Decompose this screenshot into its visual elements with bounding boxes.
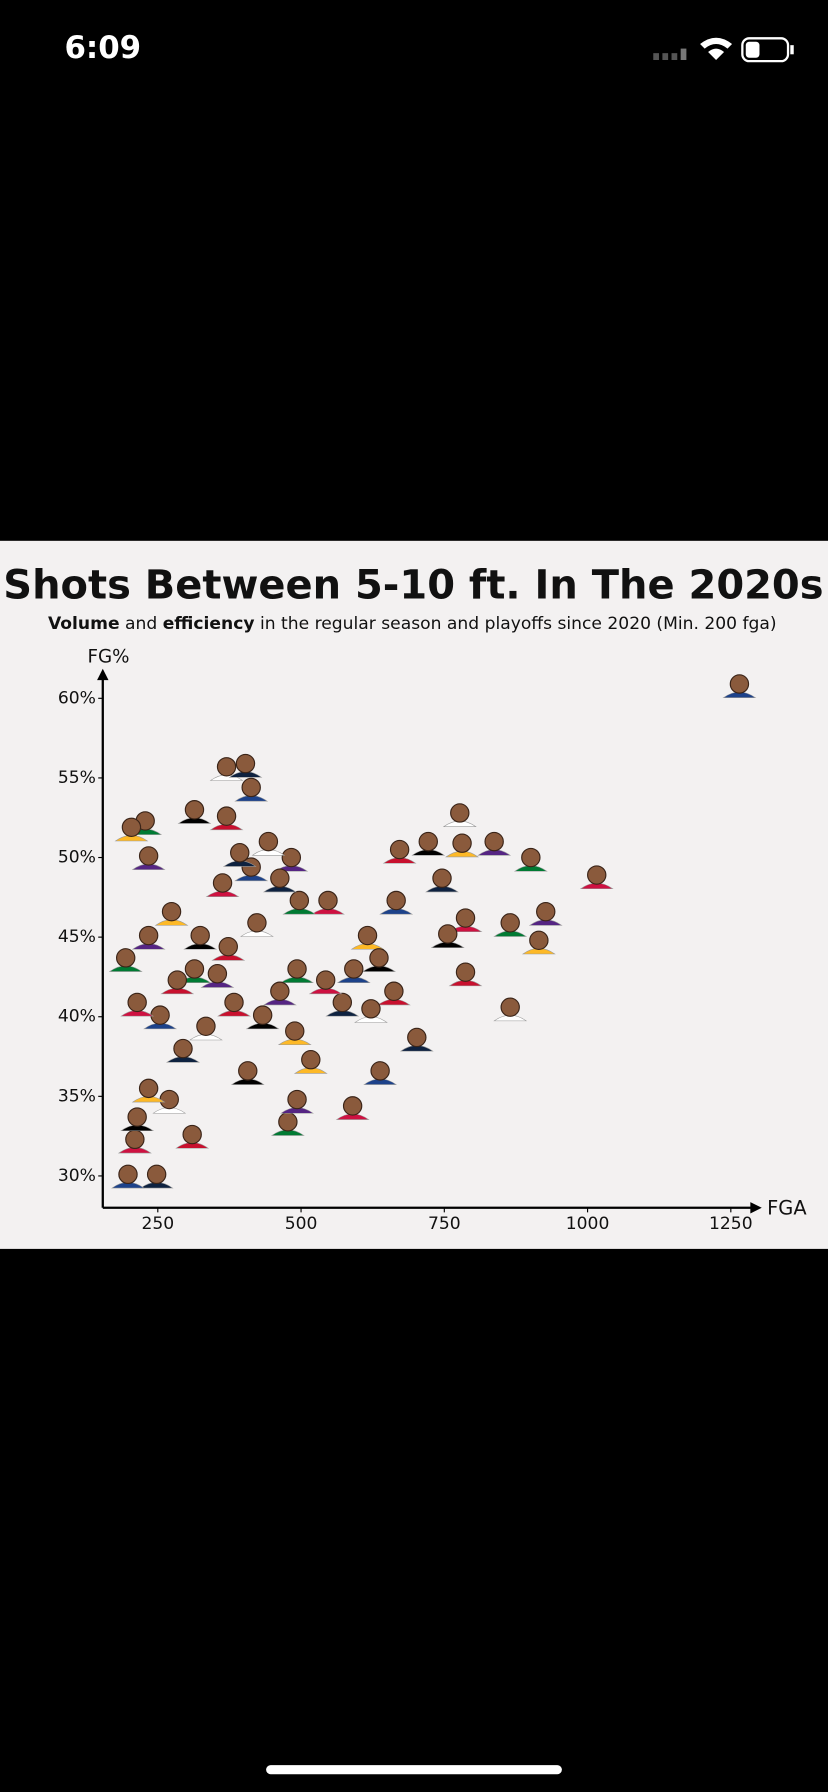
player-point bbox=[125, 1129, 145, 1150]
player-point bbox=[238, 1061, 258, 1081]
axes bbox=[97, 668, 762, 1214]
player-point bbox=[212, 873, 233, 893]
subtitle-part: in the regular season and playoffs since… bbox=[260, 614, 777, 634]
y-tick-label: 35% bbox=[58, 1086, 96, 1106]
player-point bbox=[287, 1089, 307, 1110]
player-point bbox=[287, 959, 307, 979]
player-point bbox=[357, 925, 378, 946]
player-point bbox=[127, 992, 147, 1013]
player-point bbox=[216, 757, 237, 777]
player-point bbox=[146, 1164, 167, 1185]
player-point bbox=[258, 831, 279, 852]
player-point bbox=[455, 962, 476, 982]
player-point bbox=[318, 890, 338, 911]
y-tick-label: 40% bbox=[58, 1007, 96, 1027]
player-point bbox=[115, 948, 136, 968]
y-tick-label: 50% bbox=[58, 848, 96, 868]
player-point bbox=[332, 992, 353, 1013]
player-point bbox=[167, 970, 187, 990]
y-axis-label: FG% bbox=[87, 646, 129, 667]
player-point bbox=[432, 868, 452, 888]
player-point bbox=[138, 1078, 159, 1099]
chart-subtitle: Volume and efficiency in the regular sea… bbox=[48, 614, 777, 634]
player-point bbox=[500, 913, 520, 933]
player-point bbox=[289, 890, 310, 911]
chart-title: Shots Between 5-10 ft. In The 2020s bbox=[3, 563, 823, 609]
player-point bbox=[224, 992, 244, 1013]
player-point bbox=[159, 1089, 179, 1110]
player-point bbox=[182, 1124, 202, 1145]
x-tick-label: 1000 bbox=[566, 1214, 610, 1234]
player-point bbox=[344, 959, 364, 979]
player-point bbox=[529, 930, 549, 951]
y-tick-label: 45% bbox=[58, 927, 96, 947]
player-point bbox=[384, 981, 404, 1001]
player-point bbox=[241, 777, 261, 798]
player-point bbox=[450, 803, 470, 823]
player-point bbox=[285, 1021, 305, 1041]
player-point bbox=[729, 674, 750, 694]
player-point bbox=[281, 847, 302, 868]
player-point bbox=[173, 1038, 193, 1059]
player-point bbox=[161, 901, 182, 922]
y-tick-label: 30% bbox=[58, 1166, 96, 1186]
player-point bbox=[500, 997, 520, 1017]
player-point bbox=[184, 959, 205, 979]
player-point bbox=[127, 1107, 147, 1127]
player-point bbox=[315, 970, 336, 990]
player-point bbox=[247, 913, 267, 933]
player-point bbox=[150, 1005, 170, 1025]
player-point bbox=[218, 936, 238, 957]
player-point bbox=[235, 753, 256, 774]
player-point bbox=[301, 1050, 321, 1070]
subtitle-part: Volume bbox=[48, 614, 120, 634]
x-tick-label: 1250 bbox=[709, 1214, 753, 1234]
player-point bbox=[270, 981, 290, 1001]
player-point bbox=[207, 964, 228, 984]
player-point bbox=[190, 925, 210, 946]
y-tick-label: 60% bbox=[58, 688, 96, 708]
player-point bbox=[278, 1112, 298, 1132]
player-point bbox=[118, 1164, 138, 1185]
player-point bbox=[270, 868, 290, 888]
y-tick-label: 55% bbox=[58, 768, 96, 788]
player-point bbox=[216, 806, 237, 826]
player-point bbox=[252, 1005, 273, 1025]
x-tick-label: 500 bbox=[285, 1214, 318, 1234]
player-point bbox=[370, 1061, 390, 1081]
player-point bbox=[407, 1027, 427, 1048]
player-point bbox=[361, 999, 381, 1019]
subtitle-part: and bbox=[125, 614, 157, 634]
x-tick-label: 750 bbox=[428, 1214, 461, 1234]
player-point bbox=[452, 833, 472, 853]
subtitle-part: efficiency bbox=[163, 614, 255, 634]
player-point bbox=[536, 901, 556, 922]
player-point bbox=[230, 843, 250, 863]
status-icons bbox=[653, 37, 794, 63]
status-time: 6:09 bbox=[64, 30, 141, 66]
player-point bbox=[521, 847, 541, 868]
player-point bbox=[342, 1096, 363, 1116]
x-tick-label: 250 bbox=[141, 1214, 174, 1234]
player-point bbox=[587, 865, 607, 885]
player-point bbox=[196, 1016, 216, 1036]
player-point bbox=[386, 890, 406, 911]
player-point bbox=[138, 925, 159, 946]
player-point bbox=[418, 831, 438, 852]
player-point bbox=[455, 908, 476, 928]
player-point bbox=[389, 839, 410, 860]
player-point bbox=[484, 831, 504, 852]
x-axis-label: FGA bbox=[767, 1196, 807, 1219]
plot: 30% 35% 40% 45% 50% 55% 60% 250 500 750 1000 1250 bbox=[58, 674, 757, 1234]
player-point bbox=[121, 817, 142, 837]
player-point bbox=[369, 948, 389, 968]
player-point bbox=[138, 846, 159, 866]
player-point bbox=[184, 800, 205, 820]
home-indicator bbox=[266, 1765, 562, 1775]
player-point bbox=[438, 924, 458, 944]
